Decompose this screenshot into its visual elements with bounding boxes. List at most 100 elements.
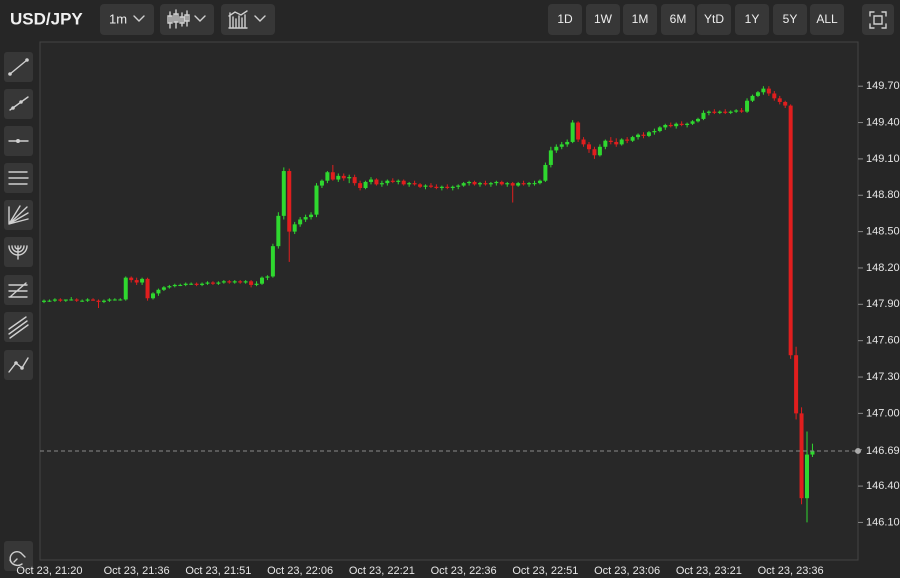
candle <box>657 126 662 133</box>
candle <box>118 298 123 301</box>
button[interactable] <box>548 4 582 35</box>
range-button[interactable]: ALL <box>810 4 844 35</box>
candle <box>69 297 74 301</box>
indicators-dropdown[interactable] <box>221 4 275 35</box>
fullscreen-button[interactable] <box>862 4 894 35</box>
candle-body <box>205 282 210 284</box>
x-tick-label: Oct 23, 23:21 <box>676 565 742 577</box>
candle <box>96 299 101 308</box>
candle-body <box>559 144 564 147</box>
candle <box>646 131 651 138</box>
tool-fan[interactable] <box>4 200 33 230</box>
candle <box>696 117 700 123</box>
button[interactable] <box>661 4 695 35</box>
range-button[interactable]: YtD <box>697 4 731 35</box>
candle-body <box>685 123 690 125</box>
candle-body <box>352 177 357 184</box>
interval-dropdown[interactable]: 1m <box>100 4 154 35</box>
candle <box>80 299 85 302</box>
button[interactable] <box>773 4 807 35</box>
candle-body <box>445 186 450 188</box>
button[interactable] <box>862 4 894 35</box>
candle-body <box>243 281 248 283</box>
range-button[interactable]: 1D <box>548 4 582 35</box>
button[interactable] <box>697 4 731 35</box>
candle-body <box>216 282 221 284</box>
candle-body <box>428 185 433 187</box>
candle-body <box>172 284 177 287</box>
tool-trend-line[interactable] <box>4 52 33 82</box>
range-button[interactable]: 1W <box>586 4 620 35</box>
range-label: 1D <box>557 12 573 26</box>
candle <box>52 298 57 302</box>
candle <box>505 181 510 187</box>
candle-body <box>516 183 521 186</box>
current-price-tag <box>862 442 900 459</box>
chart-style-dropdown[interactable] <box>160 4 214 35</box>
tool-pitchfork[interactable] <box>4 312 33 342</box>
tool-horizontal-line[interactable] <box>4 126 33 156</box>
range-button[interactable]: 5Y <box>773 4 807 35</box>
candle-body <box>608 140 613 142</box>
candle-body <box>265 276 270 278</box>
button[interactable] <box>623 4 657 35</box>
candle-body <box>151 293 155 299</box>
candle <box>374 178 379 186</box>
y-tick-label: 148.80 <box>866 189 900 201</box>
candle <box>407 181 412 187</box>
candle <box>161 286 166 291</box>
candle <box>532 180 537 186</box>
candle <box>178 283 183 287</box>
tool-arcs[interactable] <box>4 237 33 267</box>
tool-fib-retracement[interactable] <box>4 275 33 305</box>
range-button[interactable]: 6M <box>661 4 695 35</box>
candle <box>270 243 275 278</box>
candle <box>63 299 68 302</box>
candle <box>761 86 766 95</box>
button[interactable] <box>810 4 844 35</box>
candle-body <box>200 283 205 285</box>
button[interactable] <box>221 4 275 35</box>
button[interactable] <box>586 4 620 35</box>
candle-body <box>625 139 630 141</box>
y-tick-label: 149.10 <box>866 153 900 165</box>
candle <box>123 276 128 301</box>
candle-body <box>412 183 417 185</box>
icon-dot <box>8 72 12 76</box>
candle-body <box>145 278 150 299</box>
candle <box>810 443 815 457</box>
tool-path[interactable] <box>4 350 33 380</box>
tool-channel[interactable] <box>4 163 33 193</box>
candle-body <box>723 111 728 113</box>
button[interactable] <box>100 4 154 35</box>
chart-area <box>39 41 859 561</box>
candle-body <box>630 137 635 141</box>
candle-body <box>766 88 771 94</box>
y-tick-label: 147.60 <box>866 335 900 347</box>
tool-ray[interactable] <box>4 89 33 119</box>
button[interactable] <box>735 4 769 35</box>
candle <box>679 121 684 127</box>
button[interactable] <box>4 541 33 571</box>
candle <box>210 281 215 285</box>
icon <box>8 245 28 260</box>
candle <box>630 135 635 142</box>
candle-body <box>221 281 226 283</box>
range-button[interactable]: 1M <box>623 4 657 35</box>
candle <box>352 174 357 186</box>
tool-magnet[interactable] <box>4 541 33 571</box>
range-button[interactable]: 1Y <box>735 4 769 35</box>
candle <box>309 212 314 220</box>
candle-body <box>249 281 254 285</box>
candle-body <box>499 181 504 185</box>
candle-body <box>107 299 112 301</box>
candle <box>685 122 690 128</box>
candle <box>336 173 341 182</box>
candle <box>597 144 602 157</box>
candle-body <box>287 171 292 232</box>
candle <box>91 298 96 301</box>
icon-dot <box>11 106 15 110</box>
candle <box>755 91 760 98</box>
candle <box>608 137 613 145</box>
